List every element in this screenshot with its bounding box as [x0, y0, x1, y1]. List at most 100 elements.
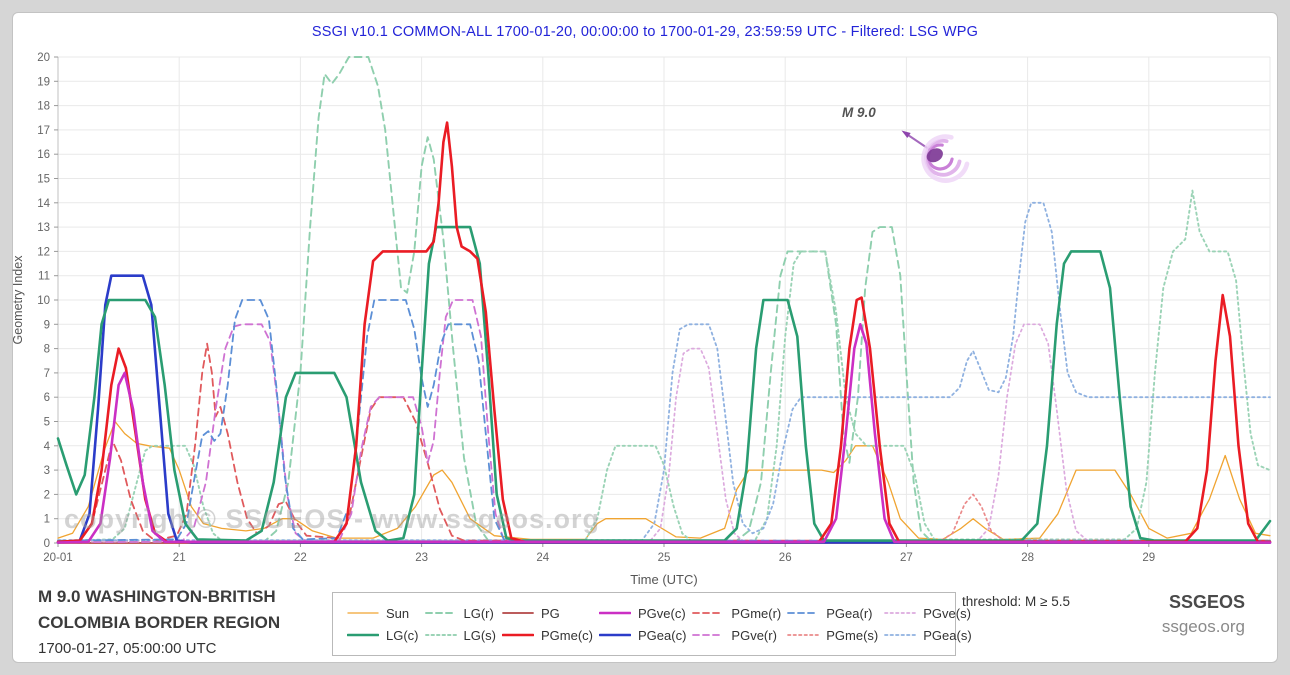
legend-item-PGea(s)[interactable]: PGea(s) — [884, 627, 972, 643]
series-PGea(r) — [57, 299, 1271, 542]
legend-label-PGme(s): PGme(s) — [826, 627, 879, 643]
series-PGea(s) — [57, 201, 1271, 541]
y-tick-label: 15 — [37, 174, 50, 186]
legend-item-LG(r)[interactable]: LG(r) — [424, 605, 497, 621]
threshold-label: threshold: M ≥ 5.5 — [962, 594, 1070, 609]
legend-item-PGve(c)[interactable]: PGve(c) — [599, 606, 686, 621]
legend-label-PGve(c): PGve(c) — [638, 605, 686, 621]
brand-name: SSGEOS — [1168, 592, 1245, 612]
legend-swatch-PGea(c) — [599, 633, 631, 637]
y-tick-label: 10 — [37, 295, 50, 307]
y-tick-label: 9 — [44, 319, 50, 331]
legend-item-LG(s)[interactable]: LG(s) — [424, 627, 497, 643]
y-tick-label: 13 — [37, 222, 50, 234]
legend-item-PGve(s)[interactable]: PGve(s) — [884, 606, 971, 621]
legend-label-LG(r): LG(r) — [463, 605, 494, 621]
x-tick-label: 28 — [1021, 552, 1034, 564]
legend-swatch-PGme(s) — [787, 634, 820, 636]
legend-swatch-PGea(s) — [884, 634, 917, 636]
chart-card — [12, 12, 1278, 663]
y-tick-label: 0 — [44, 538, 50, 550]
legend-item-Sun[interactable]: Sun — [347, 606, 419, 621]
legend-swatch-LG(s) — [424, 634, 457, 636]
legend-swatch-PGme(r) — [692, 612, 725, 614]
x-tick-label: 24 — [536, 552, 549, 564]
legend-item-PGme(c)[interactable]: PGme(c) — [502, 628, 593, 643]
spiral-ring — [924, 138, 962, 177]
legend-label-PGme(r): PGme(r) — [731, 605, 782, 621]
y-tick-label: 14 — [37, 198, 50, 210]
y-tick-label: 11 — [38, 271, 50, 283]
legend: Sun LG(r) PG PGve(c) PGme(r) PGea(r) PGve(s) LG… — [332, 592, 972, 656]
y-tick-label: 8 — [44, 344, 50, 356]
spiral-ring — [926, 143, 954, 171]
legend-swatch-PGve(c) — [599, 611, 631, 615]
legend-swatch-LG(r) — [424, 612, 457, 614]
brand-url: ssgeos.org — [1161, 617, 1245, 636]
legend-label-PGme(c): PGme(c) — [541, 627, 593, 643]
y-tick-label: 16 — [37, 149, 50, 161]
event-title: M 9.0 WASHINGTON-BRITISH COLOMBIA BORDER… — [38, 587, 281, 633]
x-tick-label: 27 — [900, 552, 913, 564]
legend-swatch-Sun — [347, 612, 379, 614]
legend-swatch-PGve(r) — [692, 634, 725, 636]
series-PGve(r) — [57, 299, 1271, 544]
x-tick-label: 26 — [779, 552, 792, 564]
legend-label-LG(s): LG(s) — [463, 627, 497, 643]
series-PGme(r) — [57, 342, 1271, 543]
legend-item-LG(c)[interactable]: LG(c) — [347, 628, 419, 643]
y-tick-label: 4 — [44, 441, 51, 453]
legend-label-PGea(r): PGea(r) — [826, 605, 873, 621]
series-PGme(s) — [57, 493, 1271, 542]
watermark-text: copyright© SSGEOS - www.ssgeos.org — [64, 504, 600, 534]
y-tick-label: 1 — [44, 514, 50, 526]
annotation-label: M 9.0 — [842, 105, 876, 120]
legend-item-PGme(s)[interactable]: PGme(s) — [787, 628, 878, 643]
y-tick-label: 2 — [44, 489, 50, 501]
legend-label-PGea(s): PGea(s) — [923, 627, 972, 643]
y-tick-label: 12 — [37, 246, 50, 258]
series-PGve(c) — [56, 323, 1272, 544]
y-tick-label: 7 — [44, 368, 50, 380]
y-tick-label: 18 — [37, 101, 50, 113]
legend-label-PGve(r): PGve(r) — [731, 627, 777, 643]
x-tick-label: 20-01 — [43, 552, 72, 564]
spiral-center — [926, 148, 943, 163]
series-LG(s) — [57, 189, 1271, 542]
legend-label-PGve(s): PGve(s) — [923, 605, 971, 621]
legend-label-PGea(c): PGea(c) — [638, 627, 687, 643]
series-LG(c) — [56, 225, 1272, 542]
legend-item-PGme(r)[interactable]: PGme(r) — [692, 606, 781, 621]
legend-swatch-PG — [502, 612, 534, 614]
x-tick-label: 29 — [1142, 552, 1155, 564]
legend-item-PGve(r)[interactable]: PGve(r) — [692, 628, 781, 643]
x-tick-label: 23 — [415, 552, 428, 564]
y-tick-label: 6 — [44, 392, 50, 404]
legend-swatch-PGme(c) — [502, 633, 534, 637]
y-tick-label: 3 — [44, 465, 50, 477]
y-tick-label: 20 — [37, 52, 50, 64]
legend-item-PGea(r)[interactable]: PGea(r) — [787, 606, 878, 621]
legend-label-Sun: Sun — [386, 605, 410, 621]
x-axis-title: Time (UTC) — [630, 572, 697, 587]
legend-swatch-PGve(s) — [884, 612, 917, 614]
annotation-arrowhead — [901, 130, 911, 138]
legend-item-PGea(c)[interactable]: PGea(c) — [599, 628, 686, 643]
legend-swatch-LG(c) — [347, 633, 379, 637]
legend-label-PG: PG — [541, 605, 560, 621]
earthquake-spiral-icon — [921, 134, 970, 183]
event-time: 1700-01-27, 05:00:00 UTC — [38, 639, 217, 657]
y-tick-label: 19 — [37, 76, 50, 88]
series-LG(r) — [57, 56, 1271, 543]
x-tick-label: 22 — [294, 552, 307, 564]
legend-item-PG[interactable]: PG — [502, 606, 593, 621]
chart-title: SSGI v10.1 COMMON-ALL 1700-01-20, 00:00:… — [311, 24, 979, 40]
x-tick-label: 25 — [658, 552, 671, 564]
event-block: M 9.0 WASHINGTON-BRITISH COLOMBIA BORDER… — [38, 584, 343, 657]
x-tick-label: 21 — [173, 552, 186, 564]
legend-label-LG(c): LG(c) — [386, 627, 419, 643]
y-axis-title: Geometry Index — [11, 255, 25, 345]
y-tick-label: 5 — [44, 417, 50, 429]
